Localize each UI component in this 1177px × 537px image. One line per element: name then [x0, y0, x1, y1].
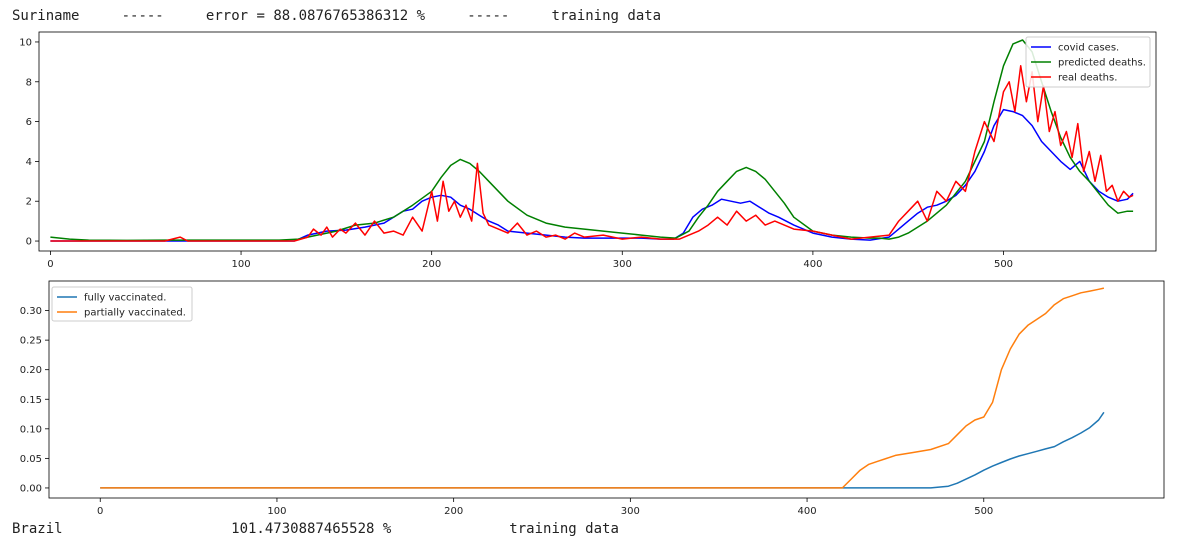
- partial-footer-below: Brazil 101.4730887465528 % training data: [12, 521, 619, 537]
- x-tick-label: 0: [97, 506, 103, 517]
- x-tick-label: 300: [621, 506, 640, 517]
- x-tick-label: 200: [444, 506, 463, 517]
- y-tick-label: 8: [26, 77, 32, 88]
- x-tick-label: 500: [974, 506, 993, 517]
- y-tick-label: 0.15: [20, 395, 42, 406]
- y-tick-label: 4: [26, 157, 32, 168]
- x-tick-label: 500: [994, 259, 1013, 270]
- x-tick-label: 300: [613, 259, 632, 270]
- legend-label: predicted deaths.: [1058, 58, 1146, 69]
- y-tick-label: 0.00: [20, 483, 42, 494]
- legend-label: real deaths.: [1058, 73, 1117, 84]
- y-tick-label: 0.20: [20, 365, 42, 376]
- separator-right: -----: [467, 8, 510, 24]
- legend-label: partially vaccinated.: [84, 308, 186, 319]
- y-tick-label: 0: [26, 237, 32, 248]
- x-tick-label: 400: [803, 259, 822, 270]
- legend-label: covid cases.: [1058, 43, 1119, 54]
- y-tick-label: 0.25: [20, 336, 42, 347]
- series-line-1-0: [100, 411, 1105, 489]
- plot-frame-1: [48, 280, 1165, 499]
- x-tick-label: 200: [422, 259, 441, 270]
- separator-left: -----: [121, 8, 164, 24]
- mode-label: training data: [551, 8, 662, 24]
- chart-header: Suriname ----- error = 88.0876765386312 …: [12, 8, 661, 24]
- series-line-1-1: [100, 287, 1105, 489]
- series-line-0-1: [50, 39, 1134, 242]
- plot-frame-0: [38, 31, 1157, 252]
- legend-box-1: [51, 286, 193, 322]
- error-text: error = 88.0876765386312 %: [205, 8, 426, 24]
- y-tick-label: 6: [26, 117, 32, 128]
- y-tick-label: 2: [26, 197, 32, 208]
- country-name: Suriname: [12, 8, 80, 24]
- y-tick-label: 0.10: [20, 424, 42, 435]
- y-tick-label: 0.30: [20, 306, 42, 317]
- legend-box-0: [1025, 36, 1151, 88]
- x-tick-label: 100: [232, 259, 251, 270]
- y-tick-label: 0.05: [20, 454, 42, 465]
- series-line-0-0: [50, 108, 1134, 242]
- x-tick-label: 0: [47, 259, 53, 270]
- legend-label: fully vaccinated.: [84, 293, 166, 304]
- y-tick-label: 10: [19, 37, 32, 48]
- x-tick-label: 400: [798, 506, 817, 517]
- x-tick-label: 100: [267, 506, 286, 517]
- series-line-0-2: [50, 65, 1134, 242]
